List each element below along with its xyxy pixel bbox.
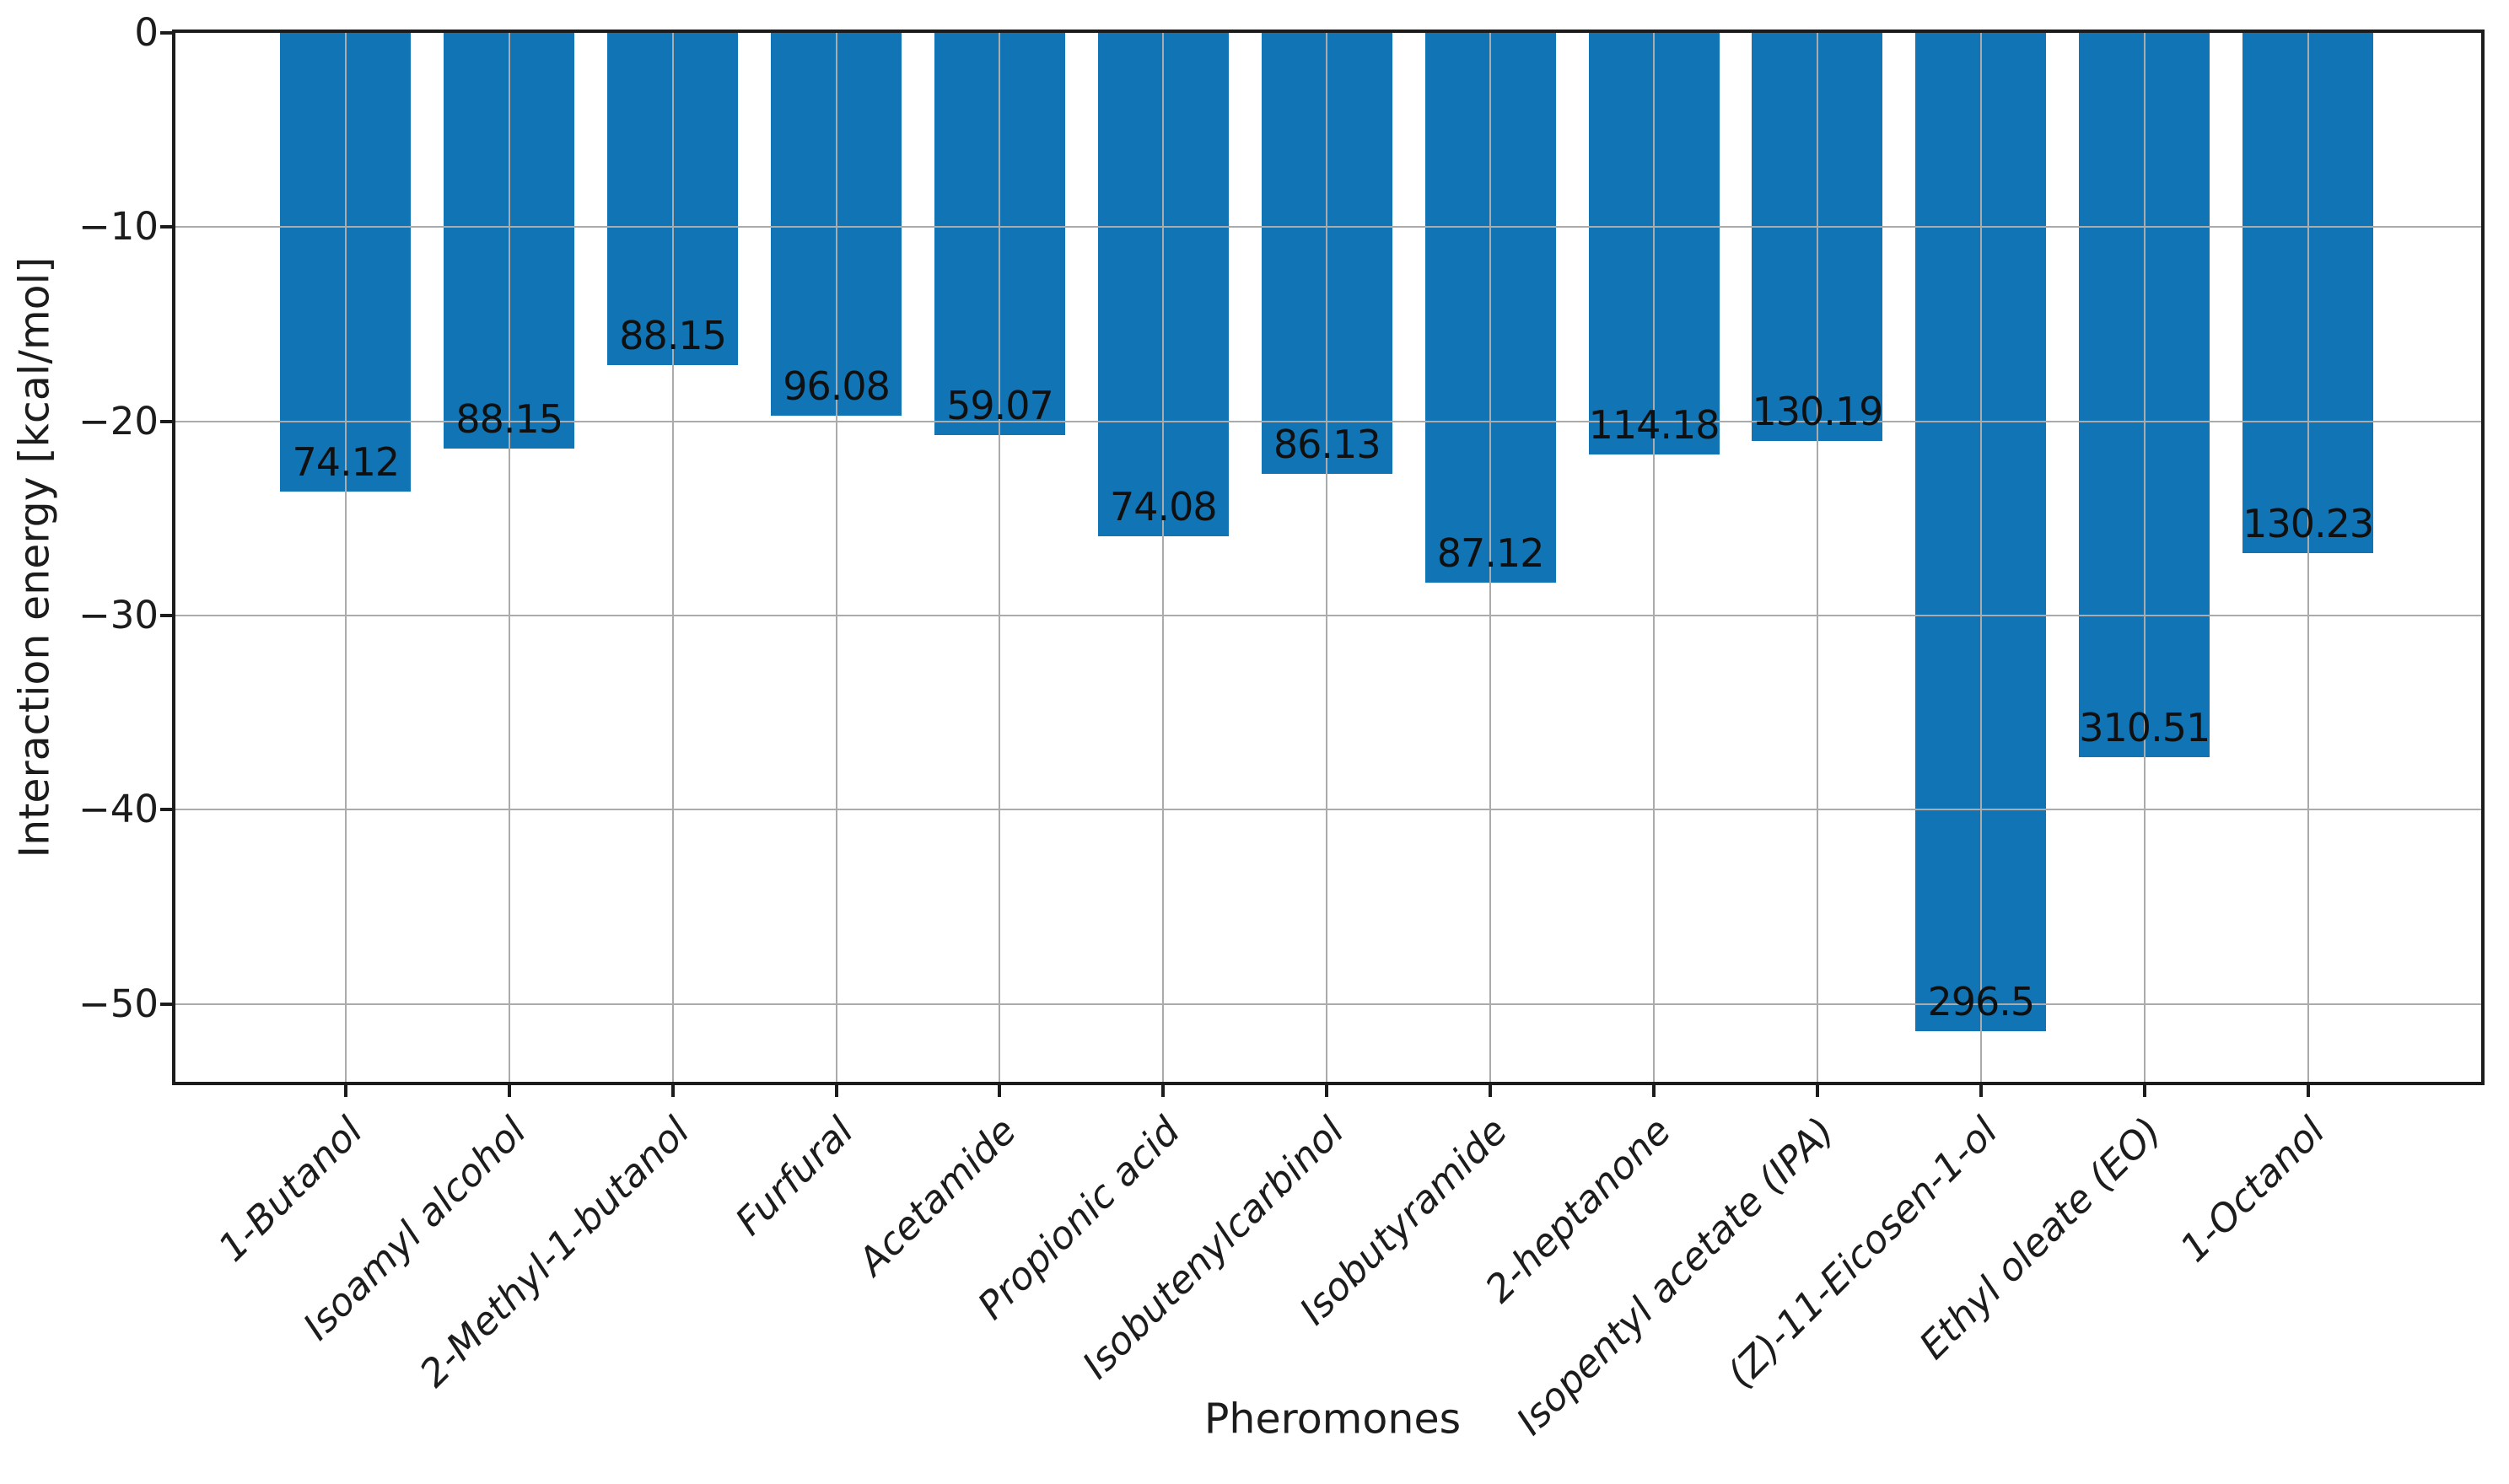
grid-line-horizontal xyxy=(175,809,2481,811)
x-axis-tick xyxy=(1652,1082,1656,1097)
bar-value-label: 87.12 xyxy=(1436,530,1545,576)
bar-value-label: 130.19 xyxy=(1752,388,1883,434)
x-axis-tick xyxy=(2142,1082,2146,1097)
x-axis-tick xyxy=(1815,1082,1819,1097)
grid-line-vertical xyxy=(1326,33,1328,1082)
x-tick-label: 1-Octanol xyxy=(2171,1108,2334,1271)
grid-line-vertical xyxy=(835,33,837,1082)
bar-value-label: 96.08 xyxy=(783,363,891,409)
grid-line-horizontal xyxy=(175,615,2481,617)
x-tick-label: 1-Butanol xyxy=(209,1108,371,1271)
grid-line-vertical xyxy=(671,33,674,1082)
x-axis-tick xyxy=(998,1082,1002,1097)
x-axis-tick xyxy=(834,1082,838,1097)
y-axis-tick xyxy=(160,1002,175,1006)
x-axis-title: Pheromones xyxy=(1203,1395,1462,1444)
x-tick-label: 2-Methyl-1-butanol xyxy=(411,1108,698,1396)
y-tick-label: 0 xyxy=(134,10,159,55)
x-axis-tick xyxy=(343,1082,347,1097)
y-axis-tick xyxy=(160,614,175,618)
y-tick-label: −30 xyxy=(78,593,159,638)
bar-value-label: 86.13 xyxy=(1273,421,1381,467)
bar-value-label: 88.15 xyxy=(455,395,563,442)
grid-line-vertical xyxy=(1653,33,1656,1082)
grid-line-horizontal xyxy=(175,1003,2481,1005)
y-tick-label: −10 xyxy=(78,204,159,250)
y-axis-tick xyxy=(160,31,175,35)
y-tick-label: −20 xyxy=(78,398,159,444)
y-tick-label: −40 xyxy=(78,787,159,832)
grid-line-vertical xyxy=(1489,33,1492,1082)
grid-line-horizontal xyxy=(175,420,2481,422)
grid-line-vertical xyxy=(2307,33,2309,1082)
bar-value-label: 74.08 xyxy=(1109,483,1218,530)
x-axis-tick xyxy=(1325,1082,1329,1097)
bar-value-label: 74.12 xyxy=(292,438,400,485)
bar-value-label: 130.23 xyxy=(2242,501,2374,547)
bar-value-label: 296.5 xyxy=(1927,979,2035,1025)
grid-line-vertical xyxy=(1816,33,1818,1082)
y-axis-tick xyxy=(160,808,175,812)
x-tick-label: Isopentyl acetate (IPA) xyxy=(1507,1108,1844,1444)
x-tick-label: Acetamide xyxy=(849,1108,1026,1284)
grid-line-vertical xyxy=(1162,33,1165,1082)
grid-line-horizontal xyxy=(175,226,2481,229)
y-axis-title: Interaction energy [kcal/mol] xyxy=(10,256,59,858)
x-tick-label: (Z)-11-Eicosen-1-ol xyxy=(1718,1108,2006,1396)
y-axis-tick xyxy=(160,419,175,423)
grid-line-vertical xyxy=(344,33,347,1082)
y-axis-tick xyxy=(160,225,175,229)
y-tick-label: −50 xyxy=(78,981,159,1026)
grid-line-vertical xyxy=(1979,33,1982,1082)
x-axis-tick xyxy=(670,1082,675,1097)
x-axis-tick xyxy=(1979,1082,1983,1097)
bar-value-label: 310.51 xyxy=(2079,705,2210,751)
x-axis-tick xyxy=(1161,1082,1166,1097)
bar-value-label: 114.18 xyxy=(1588,401,1720,448)
grid-line-vertical xyxy=(999,33,1001,1082)
x-axis-tick xyxy=(507,1082,511,1097)
grid-line-vertical xyxy=(2143,33,2146,1082)
grid-line-vertical xyxy=(508,33,510,1082)
x-tick-label: Furfural xyxy=(726,1108,862,1245)
x-axis-tick xyxy=(1489,1082,1493,1097)
bar-value-label: 88.15 xyxy=(619,312,727,358)
x-axis-tick xyxy=(2306,1082,2310,1097)
bar-value-label: 59.07 xyxy=(946,382,1054,428)
